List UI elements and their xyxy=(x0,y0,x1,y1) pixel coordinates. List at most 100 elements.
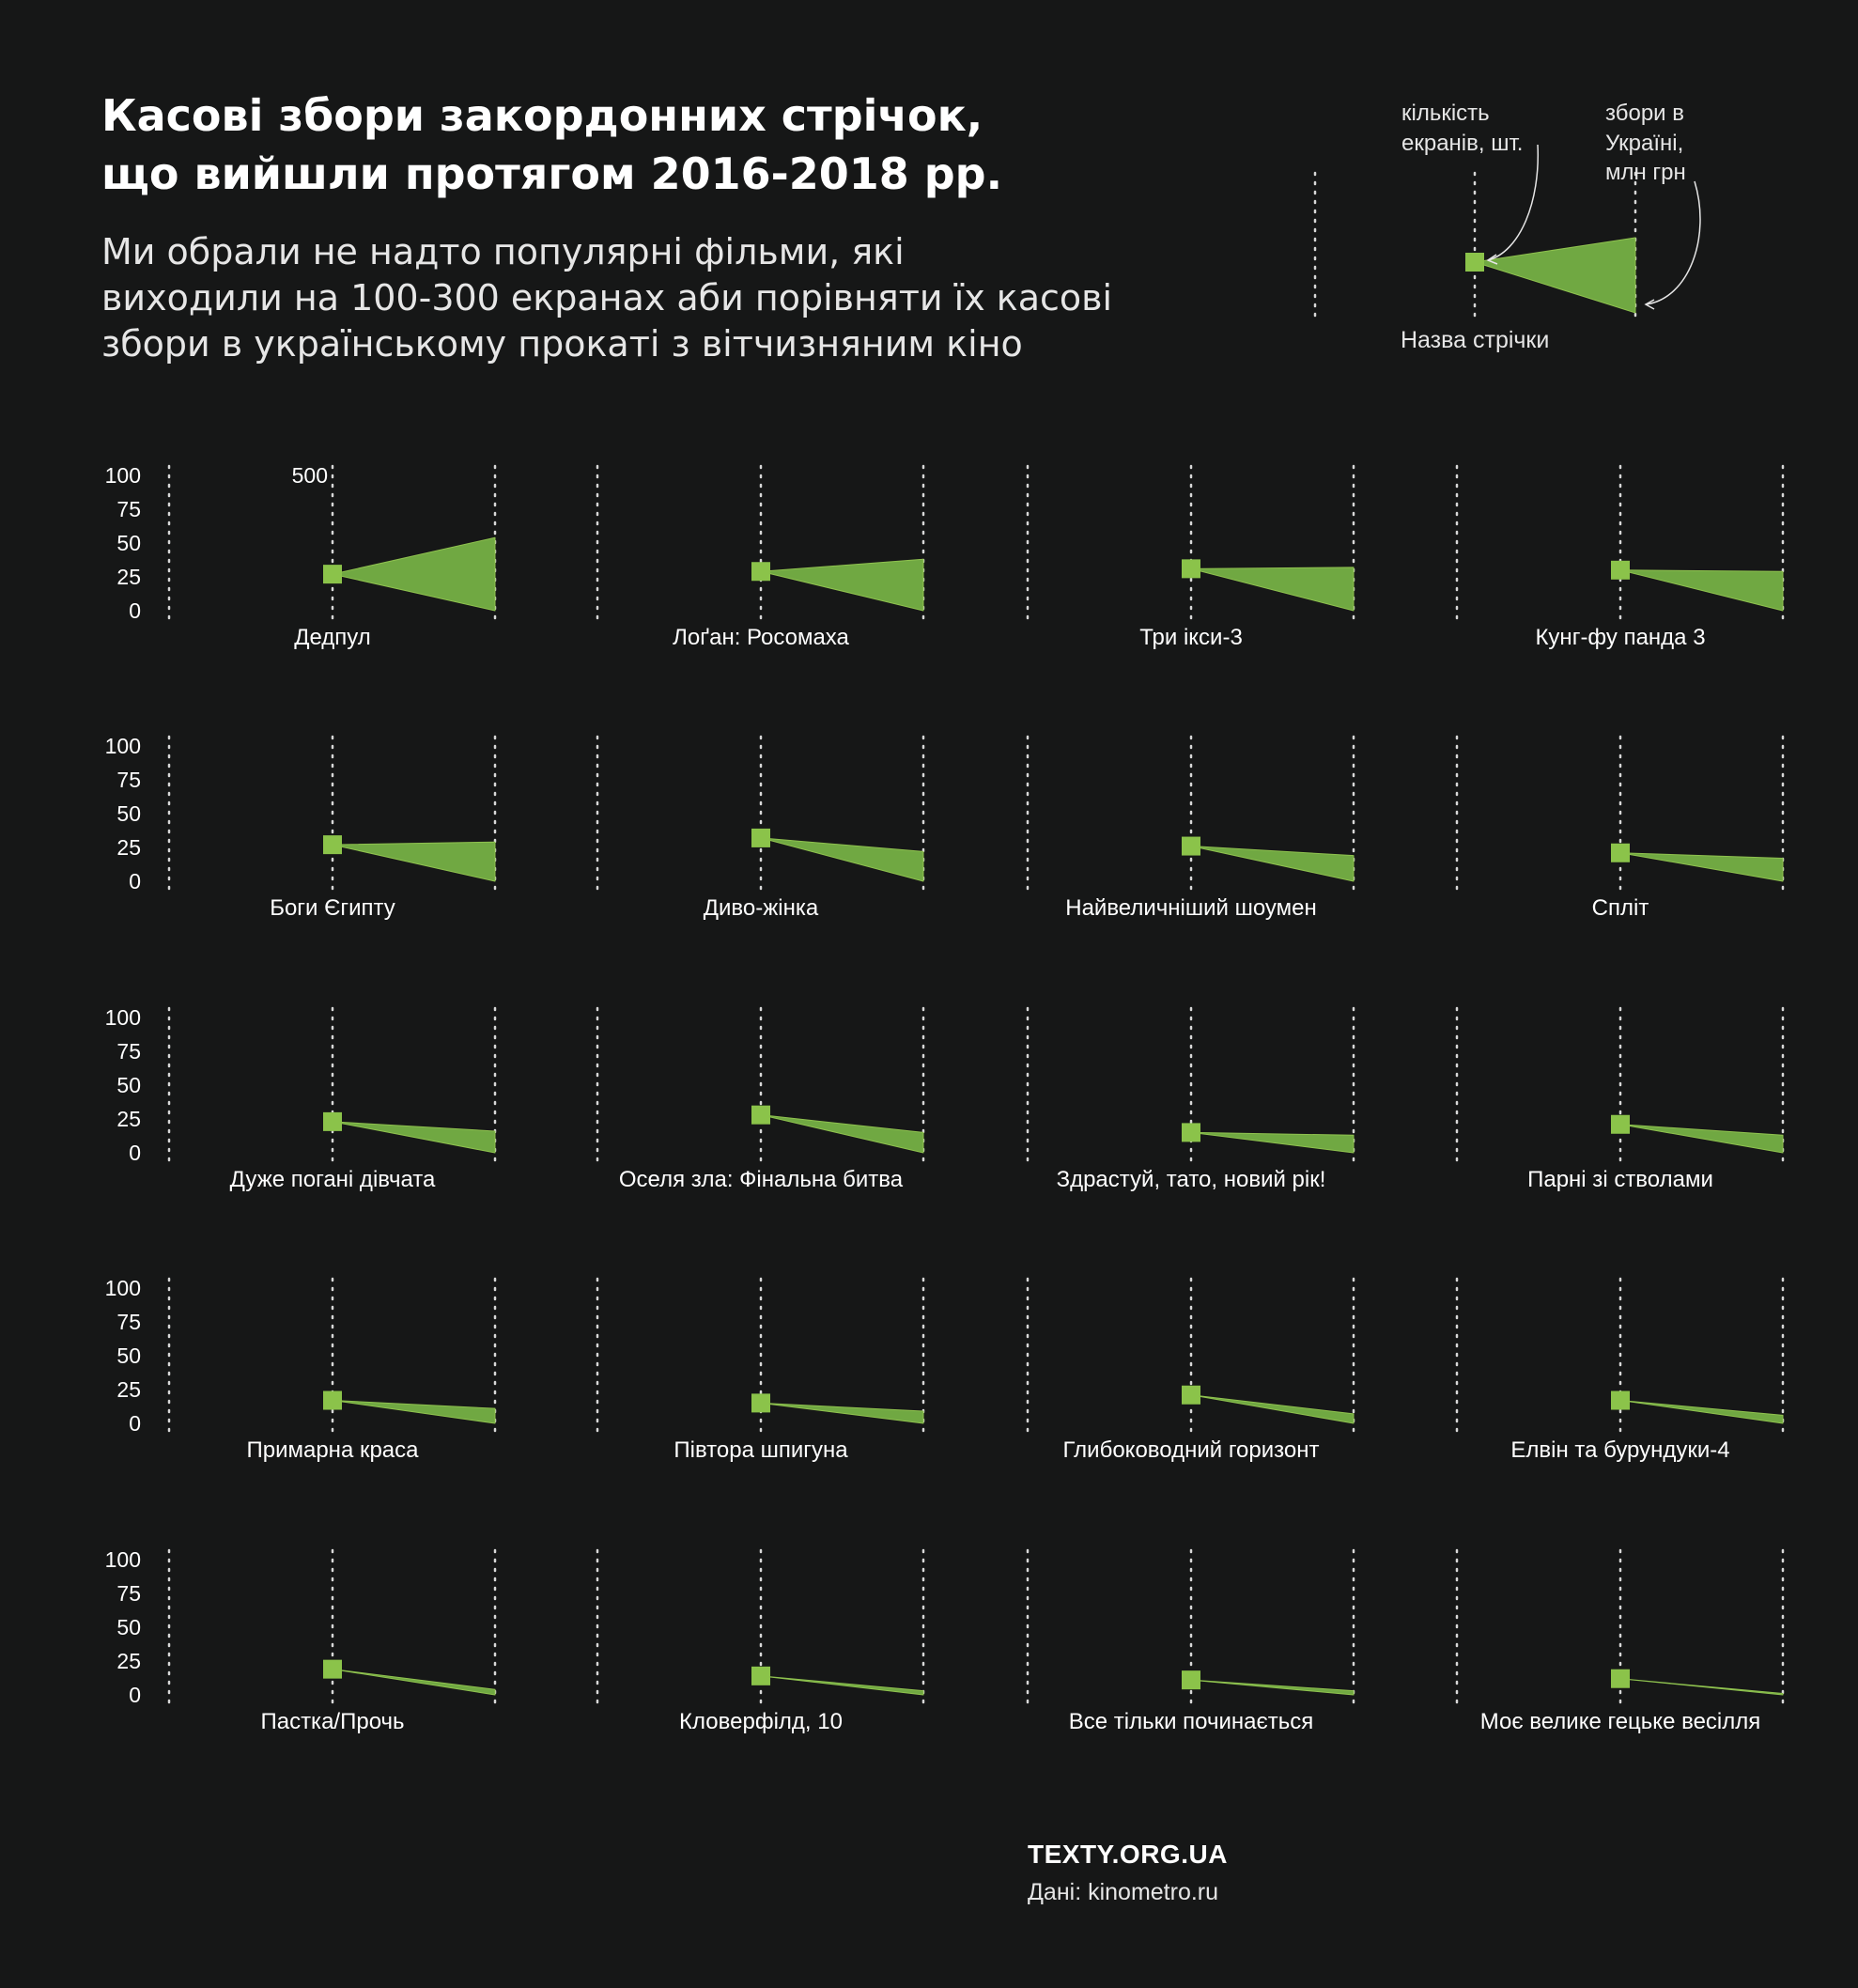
screens-marker xyxy=(751,562,770,582)
film-title: Спліт xyxy=(1592,895,1649,921)
y-tick-label: 100 xyxy=(105,1547,141,1572)
y-tick-label: 0 xyxy=(129,1411,141,1436)
legend: кількість екранів, шт. збори в Україні, … xyxy=(1313,101,1701,353)
film-title: Кунг-фу панда 3 xyxy=(1535,625,1705,650)
y-tick-label: 75 xyxy=(116,1310,141,1334)
film-panel: Три ікси-3 xyxy=(1026,464,1355,650)
legend-box-line-3: млн грн xyxy=(1605,160,1686,185)
box-office-wedge xyxy=(332,536,496,612)
box-office-wedge xyxy=(332,841,496,882)
box-office-wedge xyxy=(1190,1131,1355,1154)
film-title: Все тільки починається xyxy=(1069,1709,1314,1734)
legend-arrow-screens xyxy=(1487,144,1540,261)
screens-marker xyxy=(1611,1114,1630,1134)
y-tick-label: 50 xyxy=(116,1615,141,1639)
data-source: Дані: kinometro.ru xyxy=(1028,1879,1219,1905)
box-office-wedge xyxy=(1190,1394,1355,1424)
film-title: Півтора шпигуна xyxy=(674,1437,848,1463)
y-tick-label: 0 xyxy=(129,1683,141,1707)
screens-marker xyxy=(1182,836,1200,856)
film-panel: 0 25 50 75 100 500 Дедпул xyxy=(105,463,497,650)
box-office-wedge xyxy=(760,1114,924,1154)
box-office-wedge xyxy=(1190,1679,1355,1696)
subtitle-line-1: Ми обрали не надто популярні фільми, які xyxy=(101,231,905,272)
y-tick-label: 50 xyxy=(116,801,141,826)
film-panel: Парні зі стволами xyxy=(1455,1006,1785,1192)
legend-wedge xyxy=(1474,237,1636,314)
film-title: Елвін та бурундуки-4 xyxy=(1510,1437,1729,1463)
box-office-wedge xyxy=(760,837,924,882)
film-title: Кловерфілд, 10 xyxy=(679,1709,843,1734)
screens-marker xyxy=(1182,1670,1200,1690)
y-tick-label: 100 xyxy=(105,734,141,758)
y-tick-label: 75 xyxy=(116,768,141,792)
film-title: Моє велике гецьке весілля xyxy=(1480,1709,1761,1734)
legend-arrow-box-office xyxy=(1645,180,1701,305)
y-tick-label: 25 xyxy=(116,835,141,860)
legend-film-name: Назва стрічки xyxy=(1401,327,1549,353)
chart-title: Касові збори закордонних стрічок, що вий… xyxy=(101,86,1002,203)
screens-marker xyxy=(751,1393,770,1413)
title-line-1: Касові збори закордонних стрічок, xyxy=(101,90,983,141)
screens-marker xyxy=(1182,1385,1200,1405)
box-office-wedge xyxy=(332,1400,496,1424)
y-tick-label: 0 xyxy=(129,869,141,893)
box-office-wedge xyxy=(760,558,924,612)
film-title: Найвеличніший шоумен xyxy=(1065,895,1317,921)
legend-box-line-2: Україні, xyxy=(1605,131,1683,156)
film-panel: Спліт xyxy=(1455,735,1785,921)
screens-marker xyxy=(1182,1123,1200,1142)
y-tick-label: 0 xyxy=(129,1141,141,1165)
subtitle-line-2: виходили на 100-300 екранах аби порівнят… xyxy=(101,277,1113,318)
y-tick-label: 25 xyxy=(116,1649,141,1673)
film-title: Дедпул xyxy=(294,625,371,650)
y-tick-label: 75 xyxy=(116,497,141,521)
screens-marker xyxy=(1182,559,1200,579)
film-panel: Все тільки починається xyxy=(1026,1548,1355,1734)
film-title: Три ікси-3 xyxy=(1139,625,1243,650)
legend-marker xyxy=(1465,253,1484,272)
box-office-wedge xyxy=(760,1675,924,1696)
screens-marker xyxy=(1611,1390,1630,1410)
film-panel: Оселя зла: Фінальна битва xyxy=(596,1006,925,1192)
box-office-wedge xyxy=(1190,567,1355,612)
box-office-wedge xyxy=(332,1669,496,1696)
y-tick-label: 75 xyxy=(116,1581,141,1606)
box-office-wedge xyxy=(1619,1124,1784,1154)
film-panel: 0 25 50 75 100 Дуже погані дівчата xyxy=(105,1005,497,1192)
film-title: Дуже погані дівчата xyxy=(230,1167,436,1192)
film-panel: Лоґан: Росомаха xyxy=(596,464,925,650)
screens-marker xyxy=(751,1666,770,1685)
screens-axis-label: 500 xyxy=(292,463,328,488)
y-tick-label: 25 xyxy=(116,1377,141,1402)
screens-marker xyxy=(1611,560,1630,580)
film-title: Пастка/Прочь xyxy=(260,1709,404,1734)
box-office-wedge xyxy=(1619,1400,1784,1424)
y-tick-label: 100 xyxy=(105,1276,141,1300)
box-office-wedge xyxy=(1619,1678,1784,1696)
film-panel: Півтора шпигуна xyxy=(596,1277,925,1463)
legend-screens-line-2: екранів, шт. xyxy=(1401,131,1523,156)
film-panel: Здрастуй, тато, новий рік! xyxy=(1026,1006,1355,1192)
film-panel: Глибоководний горизонт xyxy=(1026,1277,1355,1463)
legend-arrowhead-screens xyxy=(1486,254,1498,265)
screens-marker xyxy=(323,1659,342,1679)
film-title: Диво-жінка xyxy=(704,895,819,921)
film-title: Глибоководний горизонт xyxy=(1063,1437,1320,1463)
subtitle-line-3: збори в українському прокаті з вітчизнян… xyxy=(101,323,1023,365)
film-panel: Кунг-фу панда 3 xyxy=(1455,464,1785,650)
film-title: Примарна краса xyxy=(246,1437,419,1463)
film-panel: 0 25 50 75 100 Пастка/Прочь xyxy=(105,1547,497,1734)
screens-marker xyxy=(1611,843,1630,862)
legend-screens-line-1: кількість xyxy=(1401,101,1490,126)
film-title: Здрастуй, тато, новий рік! xyxy=(1057,1167,1326,1192)
screens-marker xyxy=(751,1105,770,1125)
film-title: Оселя зла: Фінальна битва xyxy=(619,1167,904,1192)
box-office-wedge xyxy=(1619,569,1784,612)
chart-subtitle: Ми обрали не надто популярні фільми, які… xyxy=(101,229,1112,367)
y-tick-label: 25 xyxy=(116,565,141,589)
y-tick-label: 75 xyxy=(116,1039,141,1064)
film-panel: Кловерфілд, 10 xyxy=(596,1548,925,1734)
